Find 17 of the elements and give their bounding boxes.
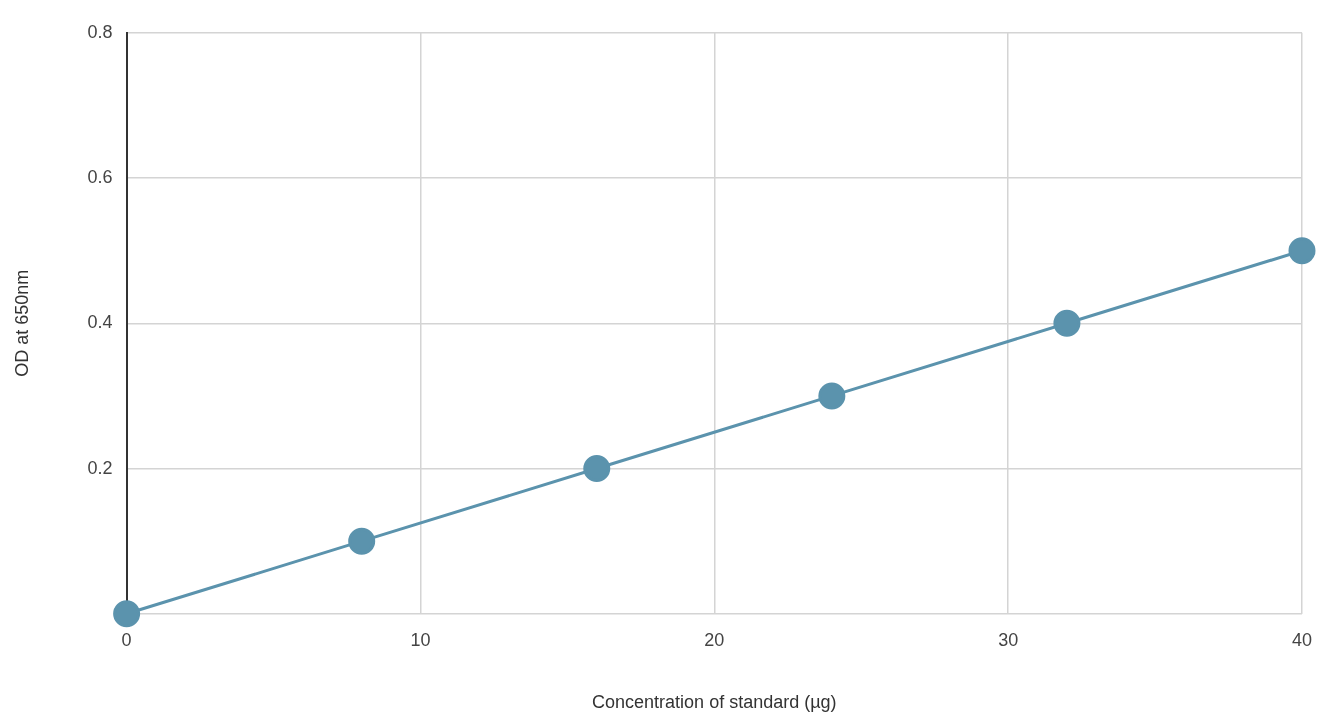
y-tick-label: 0.4 [87, 312, 113, 333]
point [1053, 309, 1081, 337]
y-tick-label: 0.2 [87, 457, 113, 478]
x-tick-label: 40 [1291, 629, 1312, 650]
x-tick-label: 0 [121, 629, 132, 650]
point [818, 382, 846, 410]
point [113, 600, 141, 628]
y-axis-title: OD at 650nm [11, 269, 32, 377]
point [348, 527, 376, 555]
y-tick-label: 0.6 [87, 167, 113, 188]
x-tick-label: 10 [410, 629, 431, 650]
y-tick-label: 0.8 [87, 21, 113, 42]
point [1288, 237, 1316, 265]
point [583, 455, 611, 483]
x-tick-label: 20 [704, 629, 725, 650]
x-tick-label: 30 [998, 629, 1019, 650]
x-axis-title: Concentration of standard (µg) [592, 692, 837, 713]
